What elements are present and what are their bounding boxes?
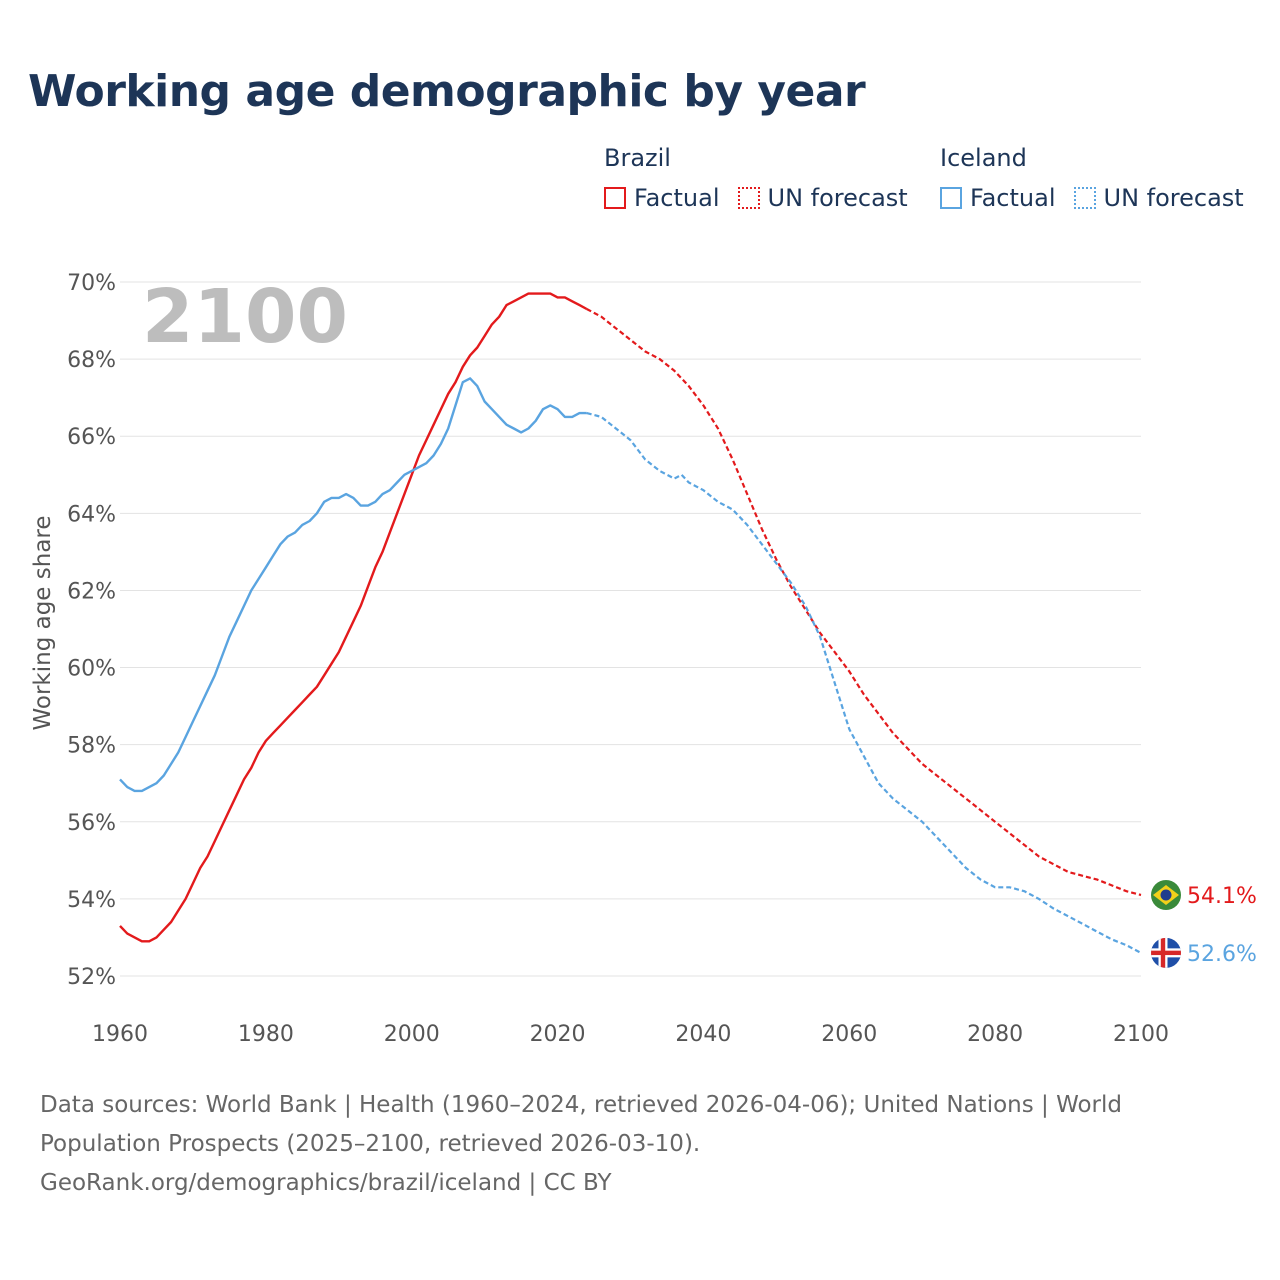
legend-swatch-dotted [737,187,760,209]
legend-brazil-forecast[interactable]: UN forecast [737,184,908,212]
y-axis-ticks: 52% 54% 56% 58% 60% 62% 64% 66% 68% 70% [67,271,116,990]
legend-label: UN forecast [1103,184,1244,212]
legend-group-iceland: Iceland Factual UN forecast [940,144,1244,212]
iceland-forecast-line [586,412,1142,954]
x-tick-label: 2060 [821,1022,877,1047]
sources-line-3[interactable]: GeoRank.org/demographics/brazil/iceland … [40,1170,612,1196]
legend-iceland-factual[interactable]: Factual [940,184,1056,212]
y-tick-label: 64% [67,502,116,527]
x-tick-label: 2100 [1113,1022,1169,1047]
x-tick-label: 2080 [967,1022,1023,1047]
sources-line-1: Data sources: World Bank | Health (1960–… [40,1092,1122,1118]
y-tick-label: 70% [67,271,116,296]
y-tick-label: 56% [67,811,116,836]
legend-group-name: Brazil [604,144,671,172]
legend-swatch-solid [940,187,962,209]
y-tick-label: 68% [67,348,116,373]
brazil-factual-line [119,292,588,943]
y-tick-label: 60% [67,657,116,682]
iceland-factual-line [119,377,587,793]
series-lines [119,292,1142,954]
end-markers: 54.1% 52.6% [1151,880,1257,968]
x-tick-label: 1960 [92,1022,148,1047]
legend-group-brazil: Brazil Factual UN forecast [604,144,908,212]
legend-label: Factual [970,184,1056,212]
iceland-flag-icon [1151,937,1181,968]
data-sources: Data sources: World Bank | Health (1960–… [40,1086,1160,1203]
iceland-end-value-label: 52.6% [1187,942,1257,967]
x-tick-label: 2020 [530,1022,586,1047]
chart-title: Working age demographic by year [28,66,866,117]
sources-line-2: Population Prospects (2025–2100, retriev… [40,1131,701,1157]
flag-body [1151,937,1181,968]
year-overlay: 2100 [142,274,348,360]
x-tick-label: 2040 [675,1022,731,1047]
legend-label: UN forecast [767,184,908,212]
legend-swatch-solid [604,187,626,209]
y-axis-label: Working age share [30,515,56,730]
x-tick-label: 2000 [384,1022,440,1047]
flag-body [1151,880,1181,911]
legend-iceland-forecast[interactable]: UN forecast [1073,184,1244,212]
y-tick-label: 58% [67,734,116,759]
brazil-end-value-label: 54.1% [1187,884,1257,909]
brazil-flag-icon [1151,880,1181,911]
y-tick-label: 62% [67,579,116,604]
legend-swatch-dotted [1073,187,1096,209]
legend-brazil-factual[interactable]: Factual [604,184,720,212]
y-tick-label: 52% [67,965,116,990]
y-tick-label: 66% [67,425,116,450]
y-tick-label: 54% [67,888,116,913]
gridlines [120,281,1141,977]
brazil-forecast-line [586,308,1142,897]
x-axis-ticks: 1960 1980 2000 2020 2040 2060 2080 2100 [92,1022,1169,1047]
flag-globe [1160,889,1172,901]
legend-label: Factual [634,184,720,212]
legend-group-name: Iceland [940,144,1027,172]
flag-cross-red-h [1151,950,1181,956]
x-tick-label: 1980 [238,1022,294,1047]
flag-cross-red-v [1160,937,1166,968]
